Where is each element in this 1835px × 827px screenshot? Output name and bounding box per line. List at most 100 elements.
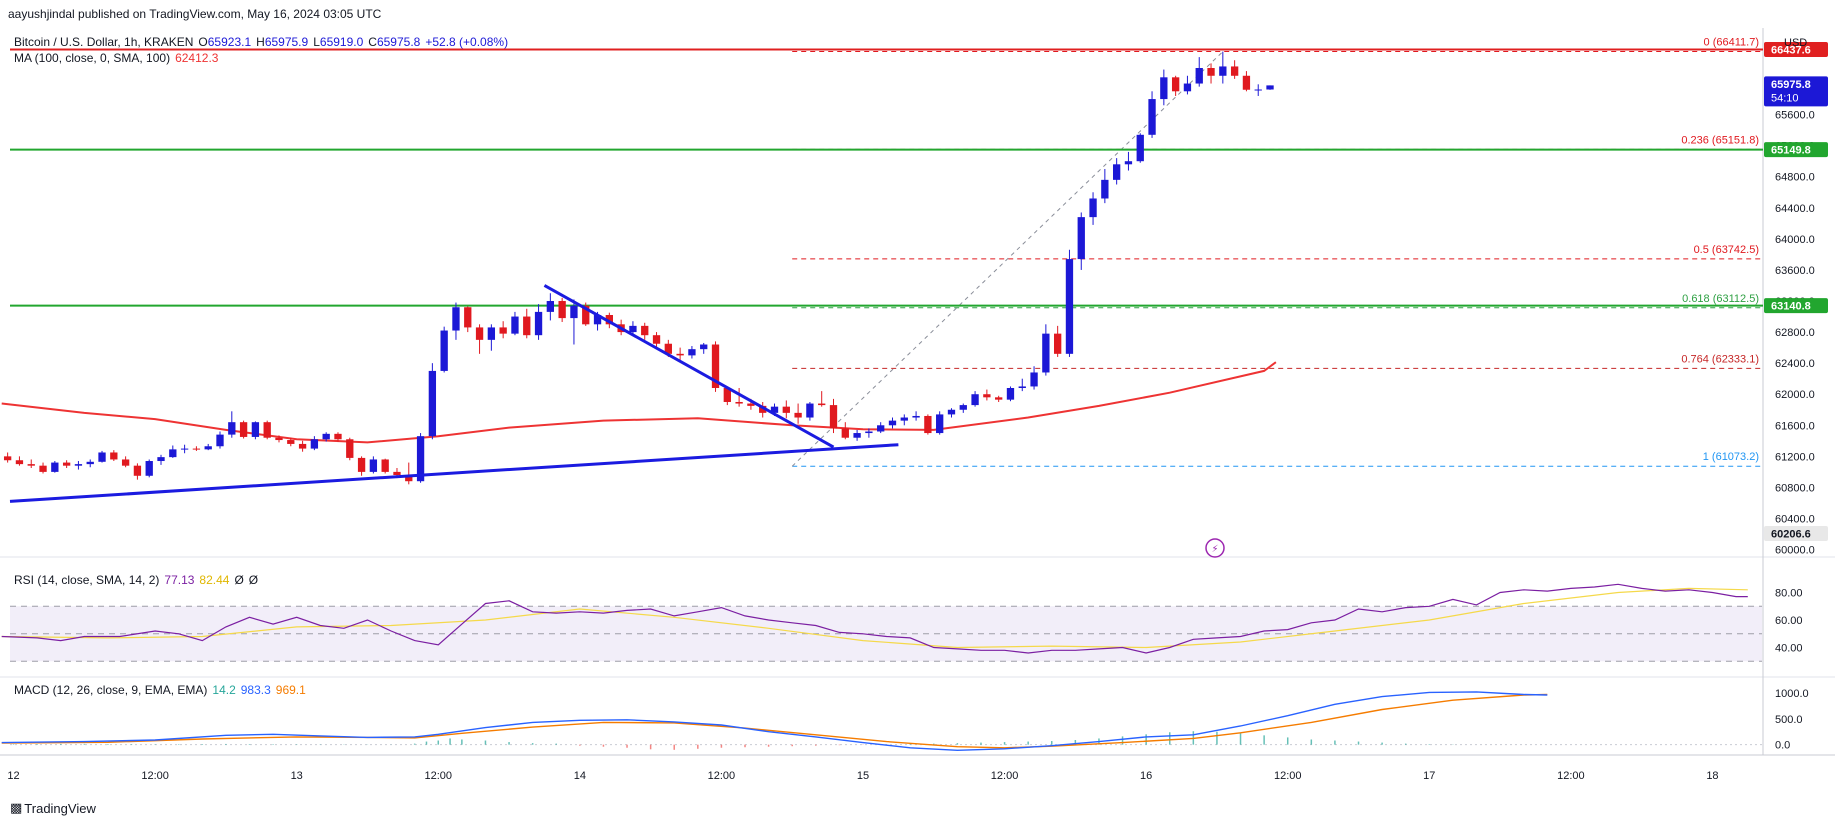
candle-body [947,409,956,415]
candle-body [735,401,743,404]
rsi-legend-label: RSI (14, close, SMA, 14, 2) [14,573,160,587]
candle-body [959,405,967,410]
ma100-line [1,361,1277,444]
currency-label[interactable]: USD [1784,37,1808,49]
price-tick-label: 64800.0 [1775,172,1815,184]
candle-body [558,301,566,319]
rsi-legend-value: 77.13 [164,573,195,587]
rsi-band [10,606,1762,662]
ascending-trendline [9,443,899,503]
candle-body [1042,333,1050,373]
candle-body [3,456,12,461]
price-badge-label: 65975.8 [1771,79,1811,91]
candle-body [346,439,354,458]
macd-legend-label: MACD (12, 26, close, 9, EMA, EMA) [14,683,208,697]
time-tick-label: 12 [7,770,19,782]
candle-body [499,327,507,334]
time-tick-label: 16 [1140,770,1152,782]
candle-body [275,437,283,441]
candle-body [15,460,24,465]
time-tick-label: 12:00 [708,770,736,782]
candle-body [263,422,271,438]
candle-body [570,305,578,319]
time-tick-label: 17 [1423,770,1435,782]
ohlc-close: C65975.8 [368,35,421,49]
candle-body [310,439,319,449]
candle-body [133,465,142,476]
candle-body [593,314,602,325]
candle-body [1171,77,1180,92]
macd-legend-hist: 14.2 [212,683,236,697]
tradingview-brand[interactable]: ▩ TradingView [10,800,96,816]
candle-body [641,325,649,336]
time-tick-label: 18 [1706,770,1718,782]
candle-body [251,422,260,437]
ohlc-high: H65975.9 [256,35,309,49]
candle-body [475,327,484,340]
candle-body [1112,164,1121,180]
candle-body [995,397,1003,400]
candle-body [971,394,979,406]
tradingview-logo-icon: ▩ [10,800,22,815]
candle-body [27,464,35,466]
candle-body [334,433,342,440]
price-tick-label: 60000.0 [1775,545,1815,557]
candle-body [900,417,908,421]
time-tick-label: 12:00 [425,770,453,782]
candle-body [487,327,496,340]
candle-body [1077,217,1085,260]
candle-body [1266,85,1274,90]
candle-body [169,449,177,458]
rsi-tick-label: 60.00 [1775,615,1803,627]
rsi-legend-extra1: Ø [234,573,244,587]
candle-body [877,425,885,432]
candle-body [287,440,295,444]
candle-body [912,415,920,418]
candle-body [924,415,932,434]
candle-body [121,459,130,466]
candle-body [1124,161,1133,165]
descending-trendline [543,284,835,449]
macd-signal-line [1,693,1548,749]
price-badge-label: 65149.8 [1771,145,1811,157]
candle-body [770,406,779,413]
alert-lightning-icon [1205,538,1225,558]
candle-body [1136,134,1144,162]
candle-body [216,434,224,447]
candle-body [1195,68,1203,84]
candle-body [157,457,165,462]
ohlc-open: O65923.1 [198,35,252,49]
candle-body [1006,388,1015,400]
candle-body [782,406,790,413]
candle-body [393,471,401,475]
candle-body [204,446,212,450]
candle-body [1148,99,1156,135]
candle-body [51,462,59,472]
candle-body [865,431,873,434]
candle-body [888,420,897,426]
ma-legend-label: MA (100, close, 0, SMA, 100) [14,51,171,65]
candle-body [1030,372,1038,387]
candle-body [416,436,425,482]
candle-body [652,335,661,344]
candle-body [523,316,531,336]
fib-level-label: 0.5 (63742.5) [1694,244,1759,256]
macd-tick-label: 1000.0 [1775,688,1809,700]
price-tick-label: 62800.0 [1775,327,1815,339]
ohlc-change: +52.8 (+0.08%) [425,35,509,49]
price-tick-label: 60400.0 [1775,513,1815,525]
price-badge [1764,142,1828,158]
candle-body [747,403,755,406]
candle-body [546,301,555,312]
candle-body [39,465,47,472]
time-tick-label: 12:00 [991,770,1019,782]
candle-body [806,403,814,418]
candle-body [298,443,307,449]
candle-body [145,461,153,476]
candle-body [700,344,708,350]
fib-level-label: 0 (66411.7) [1704,37,1759,49]
candle-body [629,325,637,333]
candle-body [464,307,472,328]
time-tick-label: 13 [291,770,303,782]
